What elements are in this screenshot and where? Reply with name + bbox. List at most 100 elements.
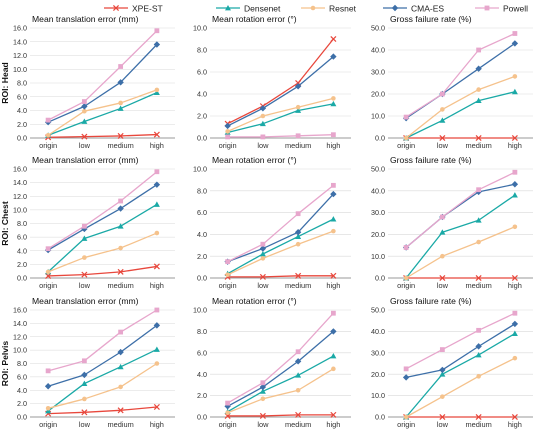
panel-roi-pelvis-gross-failure-rate-series-powell-point xyxy=(476,327,482,333)
row-labels: ROI: Head ROI: Chest ROI: Pelvis xyxy=(0,62,10,386)
panel-roi-pelvis-mean-translation-error-mm-series-xpe-st-point xyxy=(117,407,124,414)
panel-roi-pelvis-mean-rotation-error-series-xpe-st-point xyxy=(295,411,302,418)
legend-item-resnet-marker xyxy=(310,5,316,11)
panel-roi-head-gross-failure-rate-series-powell xyxy=(403,31,518,120)
panel-roi-head-mean-rotation-error-title: Mean rotation error (°) xyxy=(212,14,297,24)
panel-roi-head-mean-rotation-error-series-cma-es-point xyxy=(224,122,231,130)
legend-item-densenet-marker xyxy=(225,5,231,11)
legend-item-powell: Powell xyxy=(475,4,528,14)
panel-roi-pelvis-mean-rotation-error-series-powell xyxy=(225,310,336,406)
panels: 0.0 2.0 4.0 6.0 8.0 10.0 12.0 14.0 16.0 Mean tran… xyxy=(13,14,533,429)
panel-roi-pelvis-mean-translation-error-mm-series-cma-es xyxy=(44,322,161,390)
panel-roi-pelvis-gross-failure-rate-series-powell-point xyxy=(403,366,409,372)
panel-roi-head-gross-failure-rate-series-powell-line xyxy=(405,32,516,118)
panel-roi-chest-mean-rotation-error-series-cma-es-point xyxy=(330,190,337,198)
panel-roi-chest-gross-failure-rate-xtick-label: low xyxy=(437,281,449,290)
panel-roi-chest-mean-translation-error-mm-series-xpe-st-point xyxy=(81,271,88,278)
panel-roi-pelvis-mean-rotation-error-series-resnet-point xyxy=(295,387,301,393)
panel-roi-chest-mean-rotation-error-series-densenet xyxy=(224,216,337,277)
panel-roi-head-mean-rotation-error: 0.0 2.0 4.0 6.0 8.0 10.0 Mean rotation error (… xyxy=(193,14,351,150)
panel-roi-head-mean-translation-error-mm-series-xpe-st-line xyxy=(48,133,157,138)
panel-roi-pelvis-mean-translation-error-mm-series-densenet-point xyxy=(81,380,88,386)
panel-roi-chest-mean-rotation-error-series-resnet-point xyxy=(295,241,301,247)
panel-roi-pelvis-mean-translation-error-mm-series-cma-es-line xyxy=(47,324,158,387)
panel-roi-chest-gross-failure-rate-series-densenet xyxy=(403,192,518,281)
panel-roi-pelvis-mean-rotation-error-series-densenet-point xyxy=(259,388,266,394)
panel-roi-pelvis-mean-rotation-error-series-xpe-st-point xyxy=(330,411,337,418)
panel-roi-chest-mean-rotation-error-series-resnet-point xyxy=(260,256,266,261)
panel-roi-chest-gross-failure-rate-series-resnet-point xyxy=(476,239,481,245)
panel-roi-pelvis-mean-translation-error-mm-ytick-label: 4.0 xyxy=(17,386,27,395)
panel-roi-pelvis-mean-rotation-error-series-cma-es-line xyxy=(227,330,334,407)
panel-roi-pelvis-mean-rotation-error-series-xpe-st-point-stroke-b xyxy=(330,411,337,418)
panel-roi-pelvis-mean-rotation-error-series-resnet-line xyxy=(227,368,334,414)
panel-roi-head-gross-failure-rate-series-resnet-point xyxy=(440,107,445,112)
panel-roi-chest-mean-rotation-error-series-powell-point xyxy=(295,211,301,217)
panel-roi-head-mean-rotation-error-series-densenet-line xyxy=(227,103,334,134)
panel-roi-head-mean-rotation-error-series-powell-point xyxy=(295,133,301,139)
panel-roi-head-mean-rotation-error-ytick-label: 2.0 xyxy=(197,112,207,121)
panel-roi-pelvis-mean-translation-error-mm-series-xpe-st-point-stroke-b xyxy=(153,403,160,410)
panel-roi-chest-mean-translation-error-mm-series-densenet-point xyxy=(81,235,88,241)
row-label-roi-chest: ROI: Chest xyxy=(0,201,10,246)
panel-roi-head-gross-failure-rate-series-powell-point xyxy=(403,114,409,120)
panel-roi-head-mean-translation-error-mm: 0.0 2.0 4.0 6.0 8.0 10.0 12.0 14.0 16.0 Mean tran… xyxy=(13,14,175,150)
panel-roi-pelvis-mean-translation-error-mm-xtick-label: low xyxy=(79,420,91,429)
panel-roi-chest-mean-translation-error-mm-ytick-label: 4.0 xyxy=(17,246,27,255)
panel-roi-chest-gross-failure-rate-series-powell xyxy=(403,169,518,250)
panel-roi-pelvis-gross-failure-rate-xtick-label: medium xyxy=(465,420,491,429)
panel-roi-pelvis-gross-failure-rate-ytick-label: 30.0 xyxy=(371,348,385,357)
panel-roi-head-mean-rotation-error-xtick-label: medium xyxy=(285,141,311,150)
panel-roi-chest-gross-failure-rate-series-powell-point xyxy=(476,187,482,193)
panel-roi-pelvis-mean-translation-error-mm-series-resnet xyxy=(45,361,160,411)
panel-roi-chest-mean-translation-error-mm: 0.0 2.0 4.0 6.0 8.0 10.0 12.0 14.0 16.0 Mean tran… xyxy=(13,155,175,290)
panel-roi-chest-mean-rotation-error-series-xpe-st-point-stroke-b xyxy=(259,273,266,280)
panel-roi-chest-mean-translation-error-mm-series-xpe-st-point xyxy=(153,263,160,270)
panel-roi-chest-gross-failure-rate-xtick-label: medium xyxy=(465,281,491,290)
legend-item-xpe-st-marker xyxy=(112,4,120,12)
panel-roi-chest-mean-translation-error-mm-series-xpe-st-point xyxy=(117,268,124,275)
panel-roi-head-gross-failure-rate-ytick-label: 50.0 xyxy=(371,24,385,33)
panel-roi-chest-mean-translation-error-mm-series-resnet-point xyxy=(118,245,123,251)
panel-roi-head-mean-translation-error-mm-series-resnet-point xyxy=(45,132,51,138)
panel-roi-chest-gross-failure-rate-series-cma-es-line xyxy=(405,183,516,248)
panel-roi-chest-mean-translation-error-mm-series-densenet-point xyxy=(153,201,160,207)
panel-roi-chest-mean-translation-error-mm-title: Mean translation error (mm) xyxy=(32,155,139,165)
panel-roi-pelvis-gross-failure-rate-series-resnet-point xyxy=(476,374,481,379)
panel-roi-chest-mean-rotation-error-series-densenet-point xyxy=(259,251,266,257)
panel-roi-chest-mean-rotation-error-series-resnet xyxy=(225,228,336,278)
panel-roi-pelvis-mean-rotation-error-ytick-label: 6.0 xyxy=(197,348,207,357)
panel-roi-pelvis-mean-translation-error-mm-xtick-label: medium xyxy=(107,420,133,429)
panel-roi-chest-gross-failure-rate-series-cma-es-point xyxy=(511,181,519,188)
panel-roi-pelvis-mean-rotation-error-series-cma-es-point xyxy=(294,358,302,365)
panel-roi-chest-mean-rotation-error: 0.0 2.0 4.0 6.0 8.0 10.0 Mean rotation error (… xyxy=(193,155,351,290)
panel-roi-head-mean-translation-error-mm-ytick-label: 16.0 xyxy=(13,24,27,33)
panel-roi-chest-gross-failure-rate-series-resnet-line xyxy=(405,226,516,279)
panel-roi-chest-mean-translation-error-mm-series-powell-point xyxy=(118,198,124,204)
panel-roi-chest-gross-failure-rate-series-resnet xyxy=(403,224,518,281)
panel-roi-head-mean-translation-error-mm-xtick-label: medium xyxy=(107,141,133,150)
panel-roi-chest-mean-translation-error-mm-ytick-label: 16.0 xyxy=(13,165,27,174)
panel-roi-pelvis-gross-failure-rate-series-resnet-point xyxy=(512,355,518,361)
panel-roi-chest-mean-translation-error-mm-series-resnet xyxy=(45,230,160,275)
panel-roi-pelvis-mean-translation-error-mm-xtick-label: high xyxy=(150,420,164,429)
panel-roi-pelvis-gross-failure-rate-series-densenet-point xyxy=(475,351,482,358)
panel-roi-head-gross-failure-rate-series-xpe-st-point xyxy=(475,134,482,142)
panel-roi-pelvis-mean-rotation-error-series-resnet xyxy=(225,366,336,416)
panel-roi-pelvis-mean-rotation-error-series-resnet-point xyxy=(225,410,230,416)
panel-roi-pelvis-gross-failure-rate-series-xpe-st-point-stroke-b xyxy=(475,413,482,421)
panel-roi-pelvis-mean-translation-error-mm-series-cma-es-point xyxy=(44,383,52,390)
panel-roi-head-mean-rotation-error-series-xpe-st-point xyxy=(330,35,337,43)
panel-roi-pelvis-mean-translation-error-mm-series-densenet-point xyxy=(153,346,160,352)
panel-roi-pelvis-mean-translation-error-mm-title: Mean translation error (mm) xyxy=(32,296,139,306)
panel-roi-pelvis-mean-rotation-error: 0.0 2.0 4.0 6.0 8.0 10.0 Mean rotation error (… xyxy=(193,296,351,429)
panel-roi-head-mean-translation-error-mm-series-resnet-point xyxy=(118,100,123,106)
panel-roi-head-mean-rotation-error-ytick-label: 10.0 xyxy=(193,24,207,33)
panel-roi-pelvis-mean-translation-error-mm-series-resnet-point xyxy=(45,406,51,411)
panel-roi-head-gross-failure-rate-ytick-label: 0.0 xyxy=(375,134,385,143)
panel-roi-chest-mean-translation-error-mm-series-cma-es-point xyxy=(153,181,161,188)
panel-roi-head-mean-rotation-error-ytick-label: 4.0 xyxy=(197,90,207,99)
panel-roi-head-gross-failure-rate-series-cma-es xyxy=(402,40,519,122)
panel-roi-pelvis-mean-translation-error-mm-series-densenet-point xyxy=(45,407,52,414)
panel-roi-chest-gross-failure-rate-series-densenet-point xyxy=(511,192,518,198)
